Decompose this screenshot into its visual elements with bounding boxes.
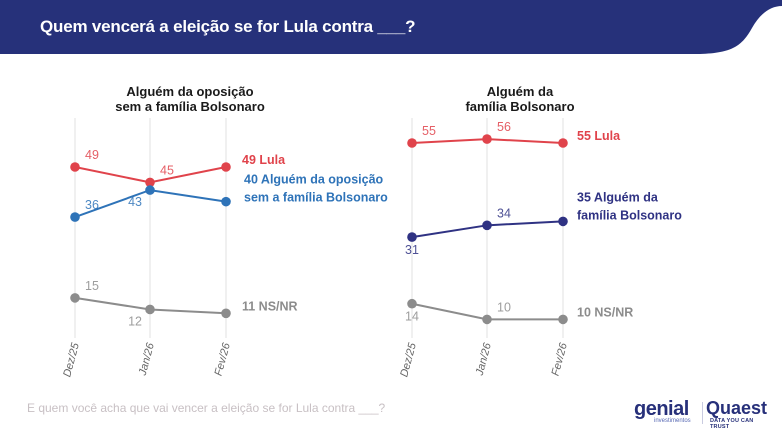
left-data-point xyxy=(221,196,231,207)
right-data-point xyxy=(407,138,417,148)
right-data-point xyxy=(482,134,492,144)
right-x-tick-label: Fev/26 xyxy=(550,341,571,377)
right-data-point xyxy=(482,314,492,325)
left-data-point xyxy=(145,304,155,315)
header-background xyxy=(0,0,782,54)
genial-logo-subtitle: investimentos xyxy=(654,418,691,424)
left-data-label: 15 xyxy=(85,279,99,293)
right-end-label: 10 NS/NR xyxy=(577,305,633,319)
right-data-label: 56 xyxy=(497,120,511,134)
right-data-label: 10 xyxy=(497,300,511,314)
right-data-point xyxy=(558,138,568,148)
header-banner: Quem vencerá a eleição se for Lula contr… xyxy=(0,0,782,56)
left-x-tick-label: Fev/26 xyxy=(213,341,234,377)
right-data-point xyxy=(482,220,492,231)
genial-logo: genial xyxy=(634,398,689,420)
right-data-label: 34 xyxy=(497,206,511,220)
left-end-label: 11 NS/NR xyxy=(242,299,298,313)
right-x-tick-label: Dez/25 xyxy=(398,341,419,379)
chart-left-title: Alguém da oposição sem a família Bolsona… xyxy=(80,84,300,114)
right-data-label: 31 xyxy=(405,243,419,257)
right-data-label: 55 xyxy=(422,124,436,138)
left-data-label: 43 xyxy=(128,195,142,209)
chart-right-title: Alguém da família Bolsonaro xyxy=(440,84,600,114)
chart-right-title-line: Alguém da xyxy=(486,84,554,99)
left-end-label: 49 Lula xyxy=(242,153,286,167)
chart-left-title-line: sem a família Bolsonaro xyxy=(115,99,265,114)
left-data-label: 49 xyxy=(85,148,99,162)
page-title: Quem vencerá a eleição se for Lula contr… xyxy=(40,17,416,36)
left-data-label: 45 xyxy=(160,163,174,177)
footer-question: E quem você acha que vai vencer a eleiçã… xyxy=(27,401,386,415)
right-end-label: 35 Alguém da xyxy=(577,190,659,204)
left-data-point xyxy=(70,212,80,222)
right-data-point xyxy=(558,314,568,325)
right-end-label: 55 Lula xyxy=(577,129,621,143)
right-x-tick-label: Jan/26 xyxy=(473,341,494,378)
chart-right-title-line: família Bolsonaro xyxy=(465,99,575,114)
right-data-point xyxy=(558,216,568,227)
right-data-point xyxy=(407,232,417,242)
left-data-point xyxy=(145,177,155,188)
quaest-logo-tagline: DATA YOU CAN TRUST xyxy=(710,418,754,430)
left-data-point xyxy=(221,162,231,172)
chart-left-title-line: Alguém da oposição xyxy=(126,84,254,99)
logo-divider xyxy=(702,402,703,424)
left-data-point xyxy=(70,162,80,172)
right-end-label: família Bolsonaro xyxy=(577,208,682,222)
logos: genial investimentos Quaest DATA YOU CAN… xyxy=(628,398,768,430)
right-data-point xyxy=(407,298,417,309)
left-x-tick-label: Jan/26 xyxy=(136,341,157,378)
quaest-logo: Quaest xyxy=(706,398,768,418)
left-data-label: 12 xyxy=(128,314,142,328)
left-end-label: 40 Alguém da oposição xyxy=(244,173,384,187)
right-data-label: 14 xyxy=(405,310,419,324)
left-end-label: sem a família Bolsonaro xyxy=(244,191,388,205)
left-data-point xyxy=(70,293,80,303)
left-x-tick-label: Dez/25 xyxy=(61,341,82,379)
left-data-point xyxy=(221,308,231,319)
left-data-point xyxy=(145,185,155,195)
left-data-label: 36 xyxy=(85,198,99,212)
